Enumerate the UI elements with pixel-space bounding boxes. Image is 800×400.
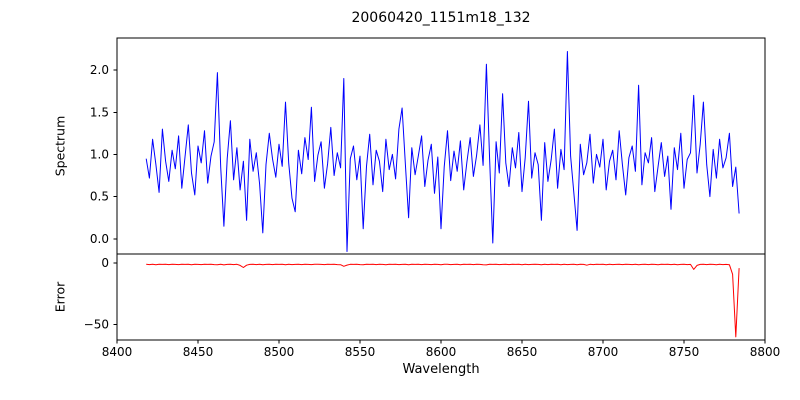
error-axes-border bbox=[116, 253, 766, 341]
x-tick-label: 8800 bbox=[750, 345, 781, 359]
spectrum-line bbox=[145, 51, 740, 252]
y-tick-label: 1.5 bbox=[90, 105, 109, 119]
y-tick-label: 0 bbox=[101, 256, 109, 270]
chart-title: 20060420_1151m18_132 bbox=[351, 10, 531, 26]
error-line bbox=[146, 263, 740, 338]
x-tick-label: 8600 bbox=[426, 345, 457, 359]
y-tick-label: 2.0 bbox=[90, 63, 109, 77]
y-tick-label: 0.5 bbox=[90, 190, 109, 204]
x-tick-label: 8750 bbox=[669, 345, 700, 359]
y-tick-label: −50 bbox=[84, 318, 109, 332]
x-tick-label: 8500 bbox=[264, 345, 295, 359]
x-tick-label: 8400 bbox=[102, 345, 133, 359]
x-tick-label: 8450 bbox=[183, 345, 214, 359]
x-tick-label: 8700 bbox=[588, 345, 619, 359]
x-tick-label: 8550 bbox=[345, 345, 376, 359]
x-axis-label: Wavelength bbox=[402, 362, 480, 377]
y-tick-label: 0.0 bbox=[90, 232, 109, 246]
x-tick-label: 8650 bbox=[507, 345, 538, 359]
y-tick-label: 1.0 bbox=[90, 147, 109, 161]
